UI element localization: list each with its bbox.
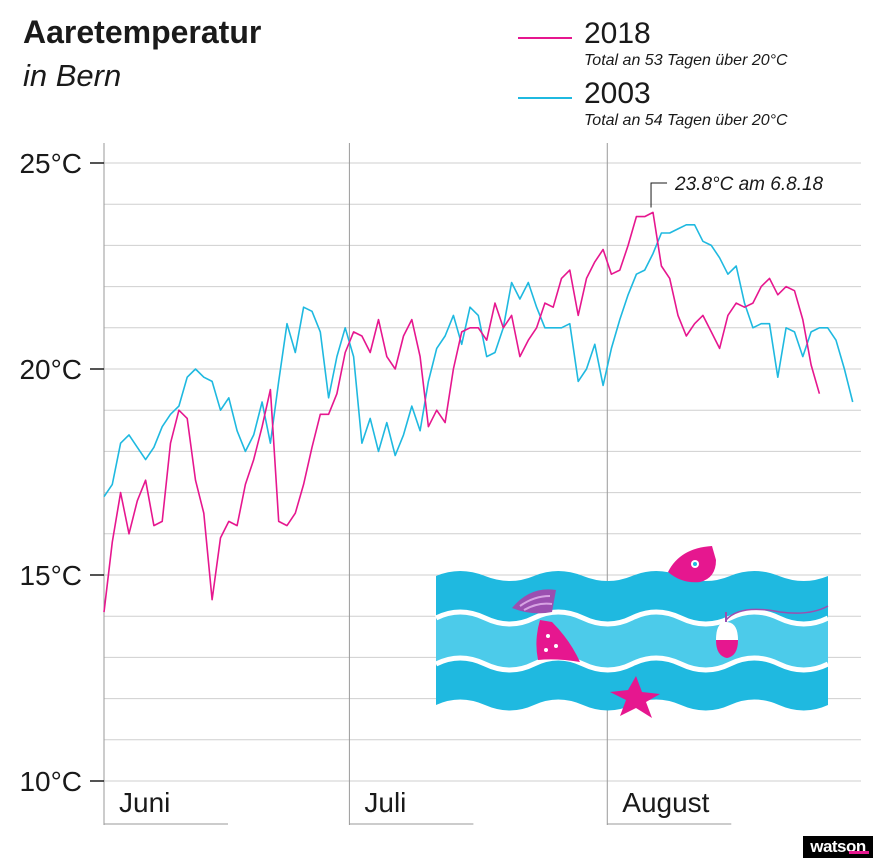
legend-year-2018: 2018 bbox=[584, 17, 651, 50]
month-label-2: August bbox=[622, 787, 709, 818]
legend-year-2003: 2003 bbox=[584, 77, 651, 110]
axes: 10°C 15°C 20°C 25°C bbox=[19, 148, 104, 797]
fish-tail-icon bbox=[536, 620, 580, 662]
ytick-label-3: 25°C bbox=[19, 148, 82, 179]
chart-title: Aaretemperatur bbox=[23, 14, 262, 50]
peak-annotation: 23.8°C am 6.8.18 bbox=[650, 174, 824, 208]
wave-line-1 bbox=[434, 609, 830, 627]
series-line-2018 bbox=[103, 211, 821, 613]
month-label-1: Juli bbox=[364, 787, 406, 818]
ytick-label-1: 15°C bbox=[19, 560, 82, 591]
ytick-label-2: 20°C bbox=[19, 354, 82, 385]
watson-logo: watson bbox=[803, 836, 873, 858]
bobber-icon bbox=[716, 605, 829, 658]
wave-line-2 bbox=[434, 655, 830, 673]
legend-swatch-2018 bbox=[518, 37, 572, 39]
legend-swatch-2003 bbox=[518, 97, 572, 99]
month-label-0: Juni bbox=[119, 787, 170, 818]
river-illustration bbox=[434, 546, 830, 718]
month-dividers: Juni Juli August bbox=[103, 143, 732, 825]
legend-note-2018: Total an 53 Tagen über 20°C bbox=[584, 52, 788, 69]
legend-note-2003: Total an 54 Tagen über 20°C bbox=[584, 112, 788, 129]
series-lines bbox=[103, 211, 854, 613]
legend-item-2018: 2018 Total an 53 Tagen über 20°C bbox=[518, 17, 868, 82]
series-line-2003 bbox=[103, 224, 854, 498]
chart-subtitle: in Bern bbox=[23, 58, 122, 93]
fish-icon bbox=[668, 546, 716, 583]
logo-accent-bar bbox=[849, 851, 869, 854]
annotation-label: 23.8°C am 6.8.18 bbox=[674, 174, 824, 195]
annotation-leader bbox=[650, 182, 668, 208]
starfish-icon bbox=[610, 676, 660, 718]
shell-icon bbox=[512, 589, 556, 614]
ytick-label-0: 10°C bbox=[19, 766, 82, 797]
legend-item-2003: 2003 Total an 54 Tagen über 20°C bbox=[518, 77, 868, 142]
